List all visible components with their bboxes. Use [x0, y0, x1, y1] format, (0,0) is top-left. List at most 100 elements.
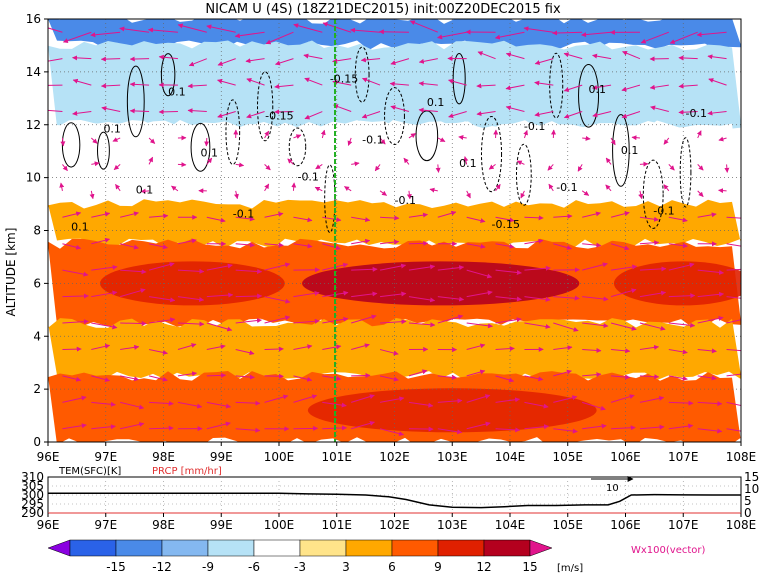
x-tick-label: 108E	[726, 518, 757, 532]
wind-vector	[408, 212, 429, 218]
wind-vector	[697, 428, 723, 434]
wind-vector	[466, 421, 491, 430]
wind-layer	[48, 120, 741, 210]
wind-vector	[437, 296, 465, 302]
wind-vector	[448, 111, 467, 119]
wind-vector	[547, 164, 554, 171]
wind-vector	[639, 290, 667, 298]
colorbar-tick-label: 6	[388, 560, 396, 574]
wind-vector	[100, 83, 121, 89]
wind-vector	[206, 24, 236, 33]
wind-vector	[707, 110, 727, 116]
wind-vector	[534, 80, 554, 86]
wind-vector	[631, 135, 640, 141]
wind-vector	[287, 158, 294, 165]
x-tick-label: 98E	[152, 518, 175, 532]
colorbar-segment	[345, 539, 393, 557]
wind-vector	[678, 109, 698, 115]
wind-vector	[494, 31, 525, 40]
wind-vector	[113, 164, 121, 171]
wind-vector	[158, 54, 178, 60]
wind-vector	[147, 27, 178, 33]
wind-vector	[668, 262, 695, 271]
wind-vector	[639, 161, 649, 167]
wind-vector	[718, 188, 727, 194]
wind-vector	[621, 84, 641, 92]
colorbar-tick-label: -12	[152, 560, 172, 574]
wind-vector	[246, 111, 265, 119]
wind-vector	[187, 108, 207, 114]
wind-vector	[177, 401, 203, 409]
x-tick-label: 102E	[379, 450, 410, 464]
x-tick-label: 96E	[37, 450, 60, 464]
y-tick-label: 12	[26, 118, 41, 132]
wind-vector	[668, 243, 688, 249]
colorbar-tick-label: -6	[248, 560, 260, 574]
wind-vector	[495, 346, 515, 352]
wind-vector	[726, 401, 741, 407]
x-tick-label: 101E	[322, 518, 353, 532]
x-tick-label: 99E	[210, 450, 233, 464]
wind-vector	[148, 243, 168, 250]
surface-axes: 96E 97E 98E 99E 100E 101E 102E 103E 104E 105E 106E…	[21, 470, 759, 532]
wind-vector	[697, 269, 725, 275]
y-tick-label: 14	[26, 65, 41, 79]
wind-vector	[639, 374, 660, 380]
wind-vector	[495, 397, 521, 403]
wind-vector	[605, 184, 612, 192]
contour-label: -0.1	[297, 170, 318, 183]
wind-vector	[148, 348, 168, 355]
wind-vector	[177, 238, 197, 245]
wind-vector	[91, 375, 110, 382]
wind-vector	[437, 374, 458, 380]
wind-vector	[437, 398, 463, 404]
wind-vector	[592, 111, 612, 118]
colorbar-tick-label: 12	[476, 560, 491, 574]
wind-vector	[274, 84, 294, 90]
wind-vector	[649, 84, 669, 90]
wind-vector	[235, 162, 245, 168]
wind-vector	[217, 111, 236, 119]
contour-label: 0.1	[200, 146, 218, 159]
wind-vector	[62, 31, 92, 43]
wind-vector	[148, 156, 154, 165]
contour-line	[612, 114, 630, 187]
contour-label: 0.1	[427, 96, 445, 109]
wind-vector	[206, 401, 232, 409]
wind-vector	[91, 424, 116, 430]
wind-vector	[235, 216, 255, 222]
x-tick-label: 105E	[553, 450, 584, 464]
wind-vector	[611, 425, 636, 431]
wind-vector	[120, 344, 140, 350]
wind-vector	[639, 395, 665, 403]
contour-label: -0.1	[233, 207, 254, 220]
wind-vector	[610, 264, 638, 271]
wind-vector	[610, 243, 630, 251]
y-tick-label: 2	[33, 382, 41, 396]
wind-vector	[360, 57, 381, 63]
wind-vector	[582, 242, 602, 248]
contour-line	[126, 65, 145, 138]
wind-vector	[322, 243, 341, 251]
wind-vector	[129, 81, 150, 87]
wind-vector	[217, 58, 236, 66]
x-tick-label: 101E	[322, 450, 353, 464]
wind-vector	[418, 107, 438, 113]
wind-vector	[62, 395, 87, 403]
y-tick-label: 6	[33, 276, 41, 290]
wind-vector	[668, 164, 675, 171]
wind-vector	[171, 185, 179, 192]
colorbar-segment	[69, 539, 117, 557]
wind-vector	[120, 288, 146, 298]
wind-vector	[678, 55, 698, 61]
wind-vector	[206, 322, 233, 332]
wind-vector	[380, 215, 400, 221]
wind-vector	[505, 52, 525, 60]
x-tick-label: 103E	[437, 518, 468, 532]
wind-vector	[408, 296, 436, 303]
wind-vector	[177, 343, 197, 350]
colorbar-segment	[391, 539, 439, 557]
wind-vector	[149, 213, 169, 219]
contour-label: -0.1	[524, 120, 545, 133]
